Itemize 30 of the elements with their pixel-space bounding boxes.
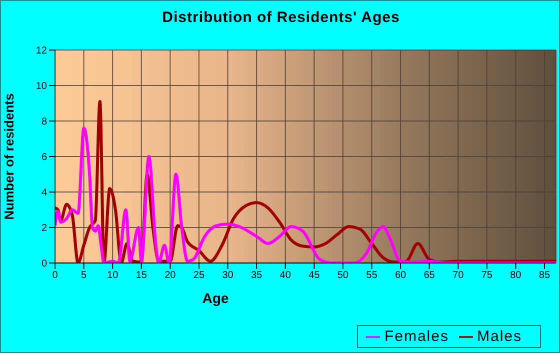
x-tick-label: 5 — [81, 270, 88, 282]
y-tick-label: 4 — [41, 188, 48, 199]
y-tick-label: 10 — [36, 81, 48, 92]
y-tick-label: 8 — [41, 116, 48, 128]
x-tick-label: 50 — [337, 270, 349, 282]
legend-label: Females — [384, 328, 449, 345]
x-tick-label: 70 — [452, 270, 464, 282]
x-tick-label: 0 — [52, 270, 58, 282]
x-axis-title: Age — [202, 290, 229, 306]
x-tick-label: 75 — [481, 270, 493, 282]
y-axis-title: Number of residents — [2, 93, 17, 220]
x-tick-label: 30 — [222, 270, 234, 282]
x-tick-label: 20 — [164, 270, 176, 282]
x-tick-label: 45 — [308, 270, 320, 282]
x-tick-label: 60 — [394, 270, 407, 282]
chart-title: Distribution of Residents' Ages — [161, 9, 401, 26]
y-tick-label: 6 — [41, 152, 48, 164]
legend-label: Males — [476, 328, 522, 345]
y-tick-label: 12 — [36, 46, 48, 57]
x-tick-label: 85 — [538, 270, 550, 282]
x-tick-label: 65 — [424, 270, 436, 282]
x-tick-label: 55 — [366, 270, 378, 282]
y-tick-label: 2 — [41, 223, 48, 234]
x-tick-label: 10 — [107, 270, 119, 282]
x-tick-label: 35 — [250, 270, 263, 282]
x-tick-label: 80 — [510, 270, 522, 282]
x-tick-label: 40 — [280, 270, 292, 282]
y-tick-label: 0 — [41, 258, 48, 270]
x-tick-label: 15 — [136, 270, 148, 282]
x-tick-label: 25 — [193, 270, 205, 282]
